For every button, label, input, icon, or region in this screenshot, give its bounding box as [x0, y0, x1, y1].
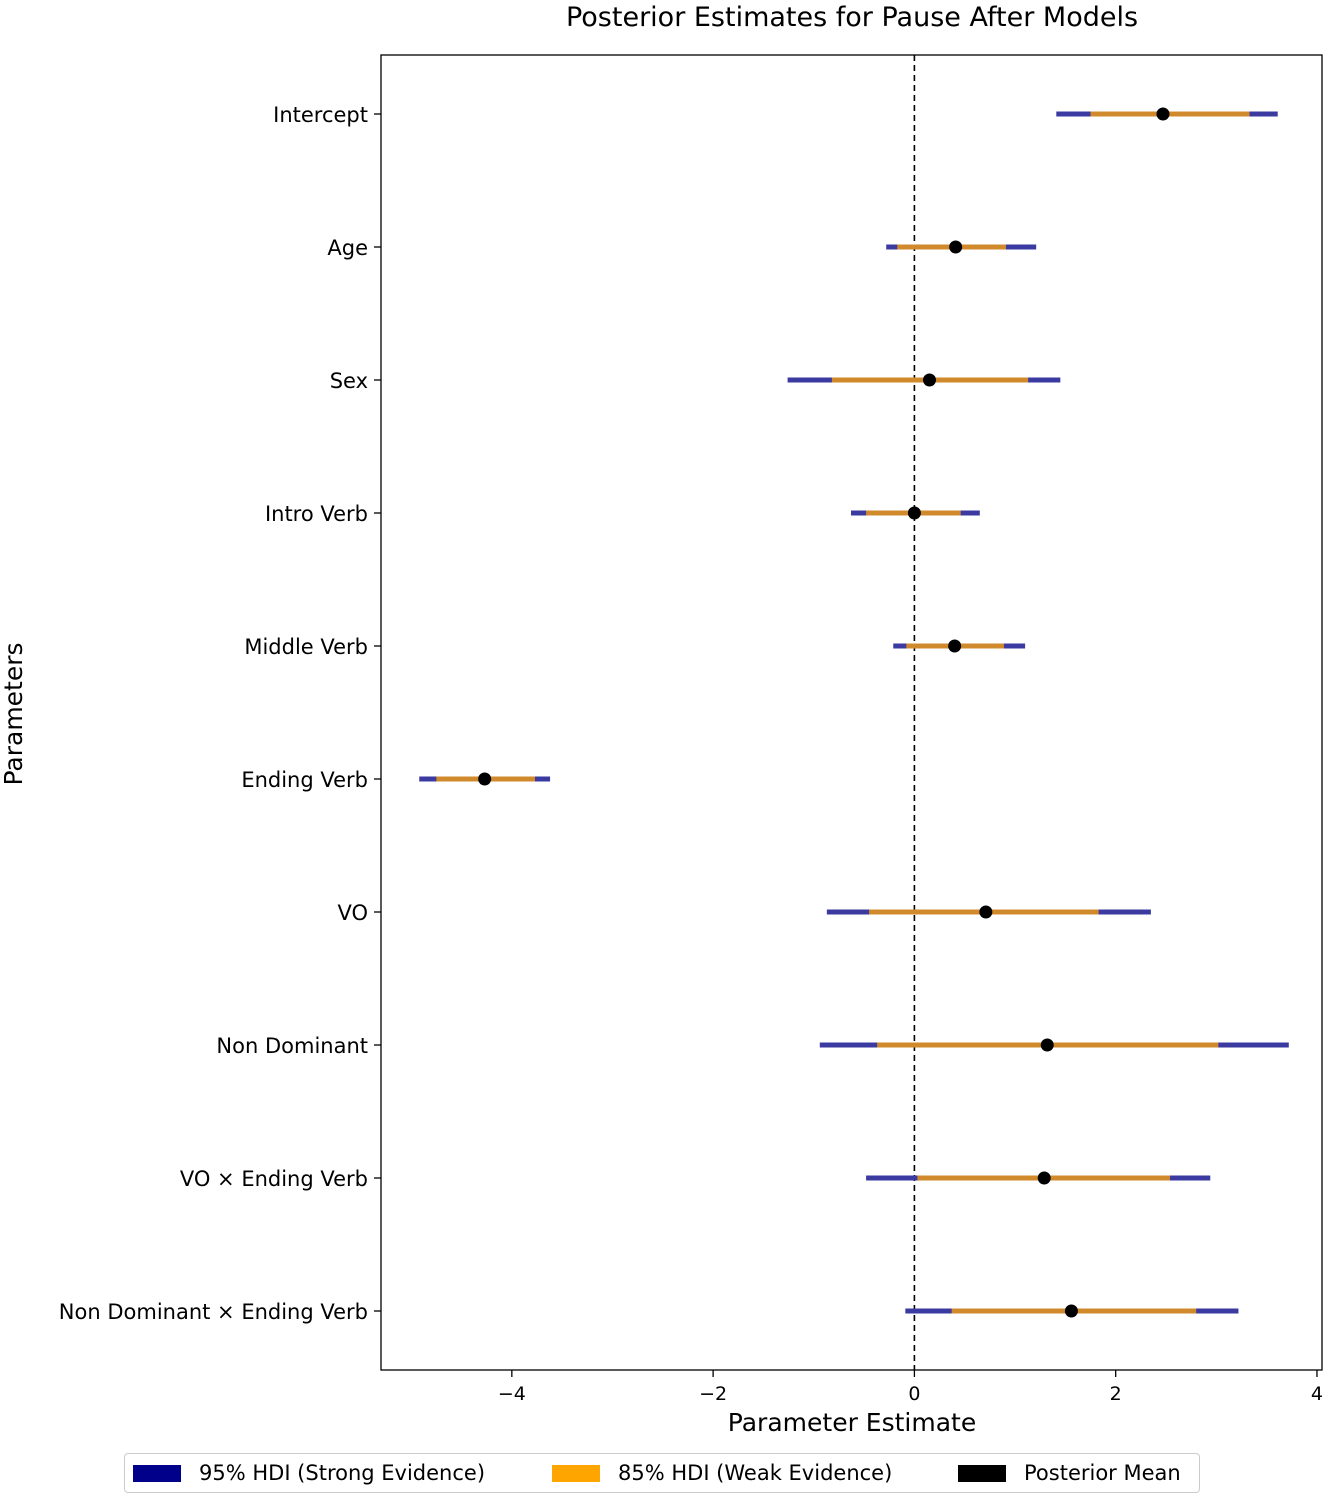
posterior-mean-point: [922, 373, 936, 387]
legend-label-hdi85: 85% HDI (Weak Evidence): [618, 1461, 893, 1485]
y-tick-label: Age: [327, 236, 368, 260]
chart-title: Posterior Estimates for Pause After Mode…: [566, 2, 1138, 33]
posterior-mean-point: [1156, 107, 1170, 121]
legend-swatch-hdi95: [133, 1464, 181, 1482]
x-tick-label: 0: [908, 1383, 920, 1405]
x-axis-label: Parameter Estimate: [728, 1408, 976, 1437]
legend-swatch-hdi85: [552, 1464, 600, 1482]
plot-frame: [380, 54, 1323, 1371]
x-tick-label: −4: [498, 1383, 526, 1405]
y-tick-label: Sex: [330, 369, 368, 393]
posterior-mean-point: [1064, 1304, 1078, 1318]
y-tick-label: VO: [337, 901, 368, 925]
y-tick-label: Non Dominant × Ending Verb: [59, 1300, 368, 1324]
posterior-mean-point: [478, 772, 492, 786]
y-tick-label: VO × Ending Verb: [180, 1167, 368, 1191]
legend-item-hdi95: 95% HDI (Strong Evidence): [133, 1454, 485, 1492]
y-tick-label: Middle Verb: [244, 635, 368, 659]
legend-item-mean: Posterior Mean: [958, 1454, 1181, 1492]
chart-legend: 95% HDI (Strong Evidence) 85% HDI (Weak …: [124, 1453, 1200, 1493]
posterior-mean-point: [949, 240, 963, 254]
legend-label-mean: Posterior Mean: [1024, 1461, 1181, 1485]
posterior-mean-point: [979, 905, 993, 919]
posterior-mean-point: [1040, 1038, 1054, 1052]
x-tick-label: 2: [1110, 1383, 1122, 1405]
y-tick-label: Non Dominant: [216, 1034, 368, 1058]
legend-swatch-mean: [958, 1464, 1006, 1482]
posterior-mean-point: [948, 639, 962, 653]
y-tick-label: Intercept: [273, 103, 368, 127]
y-tick-label: Intro Verb: [265, 502, 368, 526]
x-tick-label: −2: [699, 1383, 727, 1405]
posterior-mean-point: [907, 506, 921, 520]
legend-item-hdi85: 85% HDI (Weak Evidence): [552, 1454, 892, 1492]
legend-label-hdi95: 95% HDI (Strong Evidence): [199, 1461, 486, 1485]
x-tick-label: 4: [1311, 1383, 1323, 1405]
y-axis-label: Parameters: [0, 642, 28, 785]
y-tick-label: Ending Verb: [241, 768, 368, 792]
posterior-mean-point: [1037, 1171, 1051, 1185]
forest-plot: Posterior Estimates for Pause After Mode…: [0, 2, 1323, 1437]
